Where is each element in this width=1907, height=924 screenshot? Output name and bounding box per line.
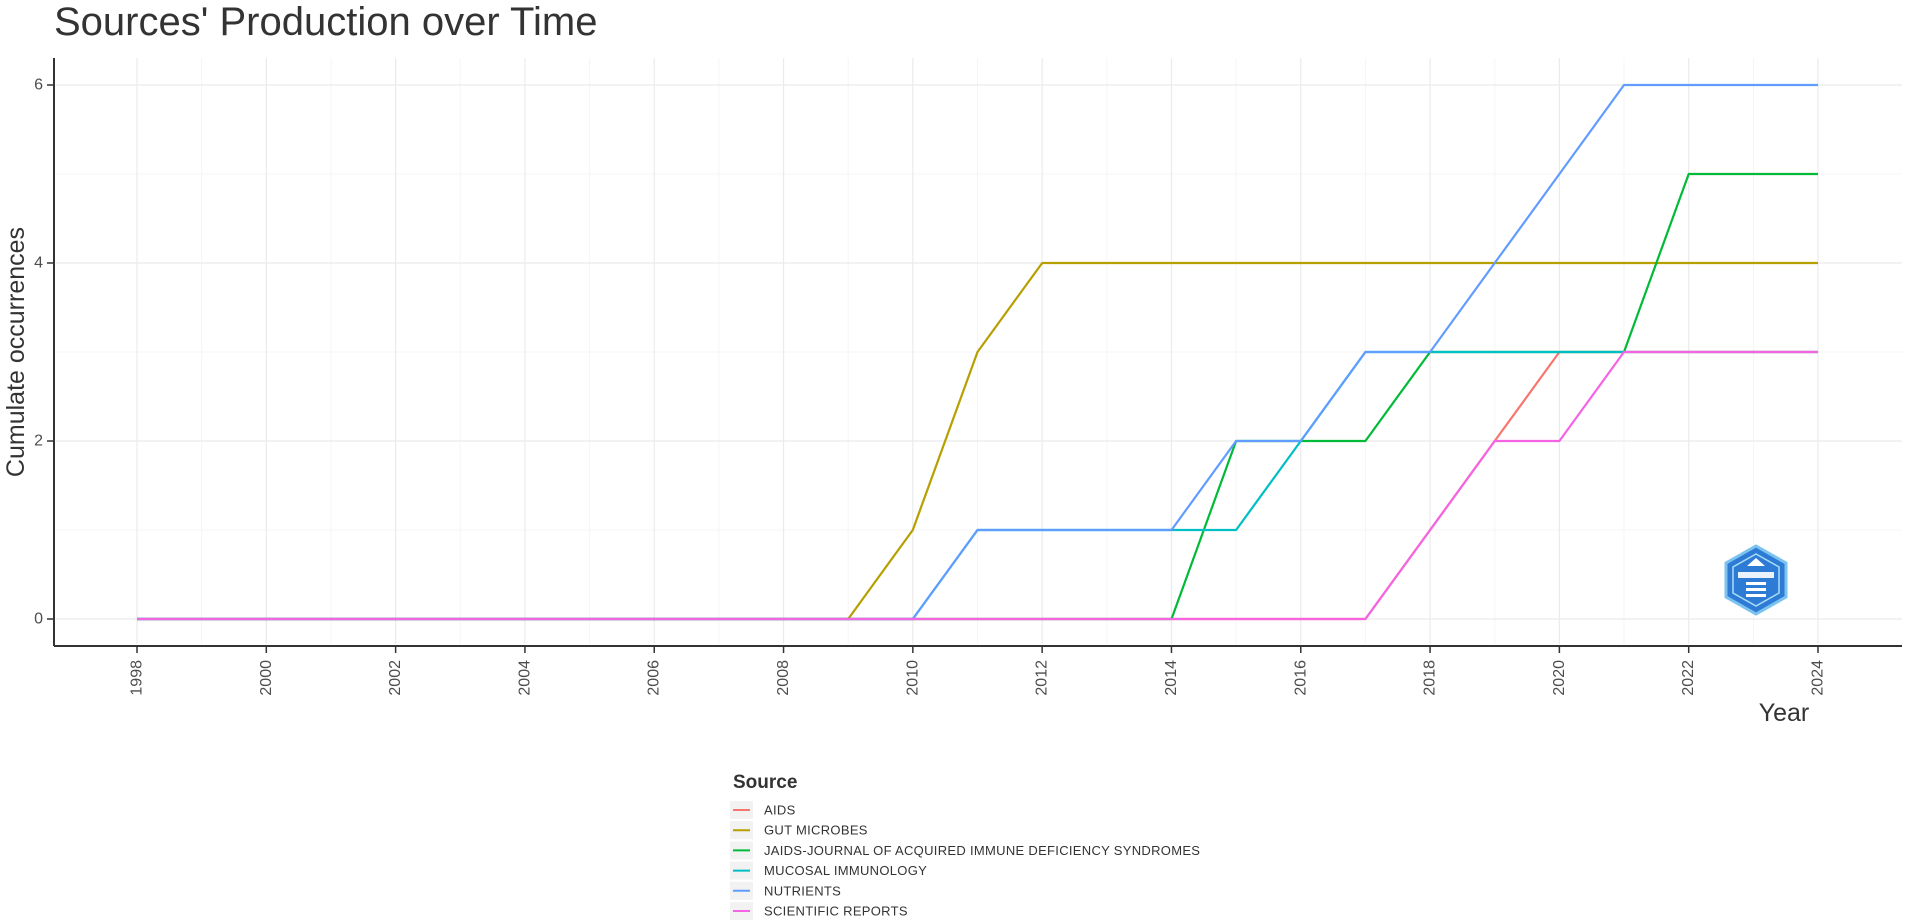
x-tick-label: 2024 bbox=[1810, 660, 1827, 696]
legend-label: GUT MICROBES bbox=[764, 823, 868, 838]
bibliometrix-logo bbox=[1724, 544, 1788, 616]
legend-title: Source bbox=[733, 772, 797, 793]
x-tick-label: 2004 bbox=[516, 660, 533, 696]
x-tick-label: 2002 bbox=[387, 660, 404, 696]
x-tick-label: 1998 bbox=[129, 660, 146, 696]
x-tick-label: 2000 bbox=[258, 660, 275, 696]
legend-label: MUCOSAL IMMUNOLOGY bbox=[764, 863, 927, 878]
x-tick-label: 2006 bbox=[646, 660, 663, 696]
y-tick-label: 6 bbox=[34, 77, 43, 94]
y-axis-title: Cumulate occurrences bbox=[2, 227, 30, 477]
legend-label: JAIDS-JOURNAL OF ACQUIRED IMMUNE DEFICIE… bbox=[764, 843, 1200, 858]
x-ticks: 1998 2000 2002 2004 2006 2008 2010 2012 2014 2016… bbox=[129, 646, 1827, 696]
x-tick-label: 2018 bbox=[1422, 660, 1439, 696]
x-tick-label: 2020 bbox=[1551, 660, 1568, 696]
x-tick-label: 2008 bbox=[775, 660, 792, 696]
legend-label: AIDS bbox=[764, 803, 796, 818]
legend-label: NUTRIENTS bbox=[764, 883, 841, 898]
axes bbox=[53, 58, 1902, 647]
x-axis-title: Year bbox=[1759, 699, 1810, 727]
legend: Source AIDS GUT MICROBES JAIDS-JOURNAL OF … bbox=[730, 772, 1200, 920]
x-tick-label: 2014 bbox=[1163, 660, 1180, 696]
series-lines bbox=[137, 83, 1818, 621]
y-tick-label: 2 bbox=[34, 433, 43, 450]
x-tick-label: 2012 bbox=[1034, 660, 1051, 696]
y-tick-label: 4 bbox=[34, 255, 43, 272]
y-ticks: 0 2 4 6 bbox=[34, 77, 54, 628]
chart-title: Sources' Production over Time bbox=[54, 0, 598, 44]
legend-label: SCIENTIFIC REPORTS bbox=[764, 904, 908, 919]
y-tick-label: 0 bbox=[34, 611, 43, 628]
x-tick-label: 2010 bbox=[904, 660, 921, 696]
x-tick-label: 2016 bbox=[1292, 660, 1309, 696]
series-line-scientific-reports bbox=[137, 350, 1818, 621]
x-tick-label: 2022 bbox=[1680, 660, 1697, 696]
